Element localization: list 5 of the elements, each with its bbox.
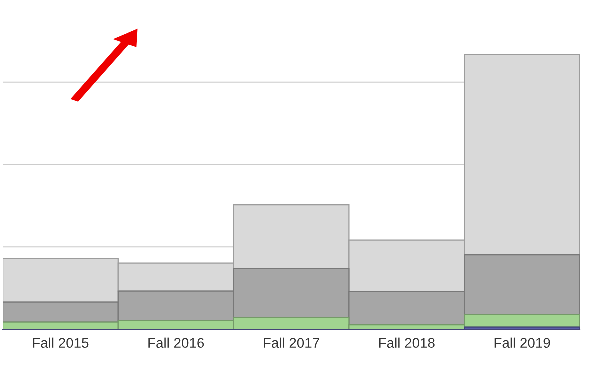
x-tick-label: Fall 2017 bbox=[264, 338, 320, 348]
x-tick-label: Fall 2016 bbox=[148, 338, 204, 348]
x-tick-label: Fall 2019 bbox=[494, 338, 550, 348]
x-tick-label: Fall 2018 bbox=[379, 338, 435, 348]
x-tick-label: Fall 2015 bbox=[33, 338, 89, 348]
